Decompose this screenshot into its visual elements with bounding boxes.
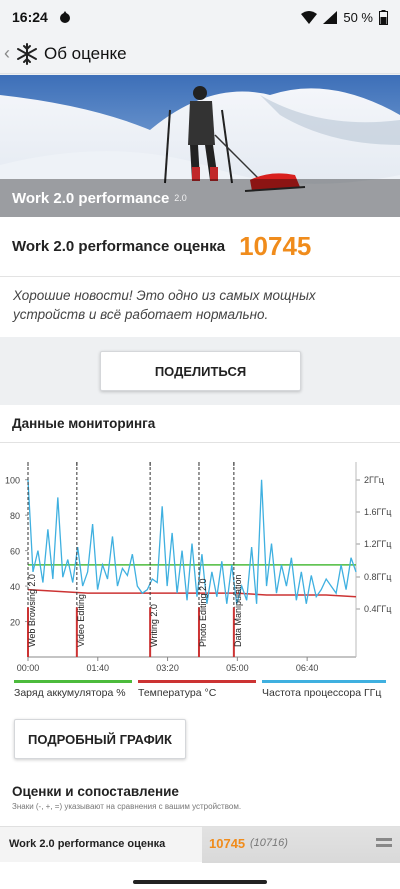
y2-tick-label: 0.8ГГц [364, 572, 391, 582]
segment-label: Writing 2.0 [149, 604, 159, 647]
legend-battery: Заряд аккумулятора % [14, 680, 132, 699]
hero-label: Work 2.0 performance 2.0 [0, 179, 400, 217]
share-area: ПОДЕЛИТЬСЯ [0, 337, 400, 405]
hero-image: Work 2.0 performance 2.0 [0, 75, 400, 217]
y-tick-label: 80 [10, 511, 20, 521]
status-time: 16:24 [12, 9, 48, 25]
x-tick-label: 00:00 [17, 663, 40, 673]
wifi-icon [301, 10, 318, 24]
share-button[interactable]: ПОДЕЛИТЬСЯ [100, 351, 301, 391]
notification-icon [59, 11, 70, 23]
monitoring-card: Данные мониторинга 100 80 60 40 20 2ГГц 1.6ГГц… [0, 405, 400, 889]
snowflake-logo-icon[interactable] [16, 42, 38, 65]
battery-percent: 50 % [343, 9, 373, 25]
y-tick-label: 60 [10, 547, 20, 557]
x-tick-label: 01:40 [87, 663, 110, 673]
legend-battery-swatch [14, 680, 132, 683]
score-row: Work 2.0 performance оценка 10745 [0, 217, 400, 277]
hero-illustration [0, 75, 400, 217]
monitoring-chart[interactable]: 100 80 60 40 20 2ГГц 1.6ГГц 1.2ГГц 0.8ГГц 0.4ГГц 0… [0, 450, 400, 695]
y2-tick-label: 1.2ГГц [364, 539, 391, 549]
legend-temperature: Температура °C [138, 680, 256, 699]
score-description: Хорошие новости! Это одно из самых мощны… [13, 288, 316, 322]
segment-label: Web Browsing 2.0 [27, 574, 37, 647]
x-tick-label: 05:00 [226, 663, 249, 673]
legend-battery-label: Заряд аккумулятора % [14, 687, 126, 699]
signal-icon [323, 10, 338, 24]
legend-cpu-label: Частота процессора ГГц [262, 687, 382, 699]
legend-cpu-swatch [262, 680, 386, 683]
page-title: Об оценке [44, 43, 127, 63]
segment-label: Photo Editing 2.0 [198, 578, 208, 647]
ratings-title: Оценки и сопоставление [12, 784, 179, 799]
equal-sign-icon [376, 838, 392, 850]
back-chevron-icon[interactable]: ‹ [4, 43, 10, 63]
comparison-reference: (10716) [250, 837, 288, 849]
cpu-frequency-line [27, 479, 357, 604]
y-tick-label: 100 [5, 476, 20, 486]
legend-temperature-label: Температура °C [138, 687, 217, 699]
benchmark-card: Work 2.0 performance 2.0 Work 2.0 perfor… [0, 75, 400, 337]
hero-version: 2.0 [174, 193, 187, 203]
comparison-row[interactable]: Work 2.0 performance оценка 10745 (10716… [0, 826, 400, 863]
detailed-chart-button[interactable]: ПОДРОБНЫЙ ГРАФИК [14, 719, 186, 759]
y2-tick-label: 1.6ГГц [364, 507, 391, 517]
app-bar: ‹ Об оценке [0, 34, 400, 74]
battery-icon [379, 9, 388, 25]
score-label: Work 2.0 performance оценка [12, 238, 226, 255]
x-tick-label: 03:20 [156, 663, 179, 673]
comparison-value: 10745 [209, 836, 246, 851]
y-tick-label: 40 [10, 582, 20, 592]
temperature-line [27, 588, 357, 598]
legend-cpu: Частота процессора ГГц [262, 680, 386, 699]
y2-tick-label: 0.4ГГц [364, 604, 391, 614]
y-tick-label: 20 [10, 618, 20, 628]
comparison-value-box: 10745 (10716) [202, 827, 400, 863]
legend-temperature-swatch [138, 680, 256, 683]
segment-label: Data Manipulation [233, 574, 243, 647]
status-bar: 16:24 50 % [0, 0, 400, 34]
divider [0, 442, 400, 443]
home-indicator [133, 880, 267, 884]
x-tick-label: 06:40 [296, 663, 319, 673]
hero-title: Work 2.0 performance [12, 189, 170, 207]
comparison-name: Work 2.0 performance оценка [9, 838, 166, 850]
monitoring-title: Данные мониторинга [12, 416, 156, 431]
segment-label: Video Editing [76, 594, 86, 647]
score-value: 10745 [239, 231, 312, 261]
y2-tick-label: 2ГГц [364, 475, 384, 485]
ratings-note: Знаки (-, +, =) указывают на сравнения с… [12, 802, 242, 811]
